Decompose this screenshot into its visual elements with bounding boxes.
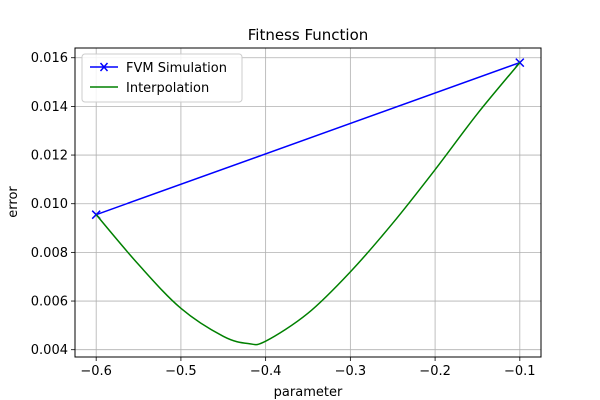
x-tick-label: −0.5 <box>165 364 197 379</box>
x-tick-label: −0.4 <box>250 364 282 379</box>
chart-title: Fitness Function <box>248 26 369 44</box>
y-tick-label: 0.014 <box>31 100 68 115</box>
x-tick-label: −0.6 <box>80 364 112 379</box>
grid-layer <box>75 48 541 357</box>
y-tick-label: 0.008 <box>31 246 68 261</box>
legend: FVM Simulation Interpolation <box>81 53 243 103</box>
y-axis-label: error <box>6 186 21 218</box>
y-tick-label: 0.010 <box>31 197 68 212</box>
legend-fvm-label: FVM Simulation <box>126 61 227 76</box>
series-layer <box>91 58 525 346</box>
series-line-fvm-simulation <box>95 61 521 216</box>
legend-fvm-marker <box>99 62 109 72</box>
x-tick-label: −0.3 <box>335 364 367 379</box>
legend-box <box>81 53 243 103</box>
x-axis-label: parameter <box>274 385 343 400</box>
y-axis: 0.004 0.006 0.008 0.010 0.012 0.014 0.016 <box>31 51 75 358</box>
y-tick-label: 0.012 <box>31 149 68 164</box>
series-line-interpolation <box>95 62 521 346</box>
x-tick-label: −0.2 <box>419 364 451 379</box>
legend-interpolation-label: Interpolation <box>126 81 209 96</box>
y-tick-label: 0.004 <box>31 343 68 358</box>
x-tick-label: −0.1 <box>504 364 536 379</box>
y-tick-label: 0.006 <box>31 295 68 310</box>
y-tick-label: 0.016 <box>31 51 68 66</box>
x-axis: −0.6 −0.5 −0.4 −0.3 −0.2 −0.1 <box>80 357 536 379</box>
plot-frame <box>74 47 542 358</box>
